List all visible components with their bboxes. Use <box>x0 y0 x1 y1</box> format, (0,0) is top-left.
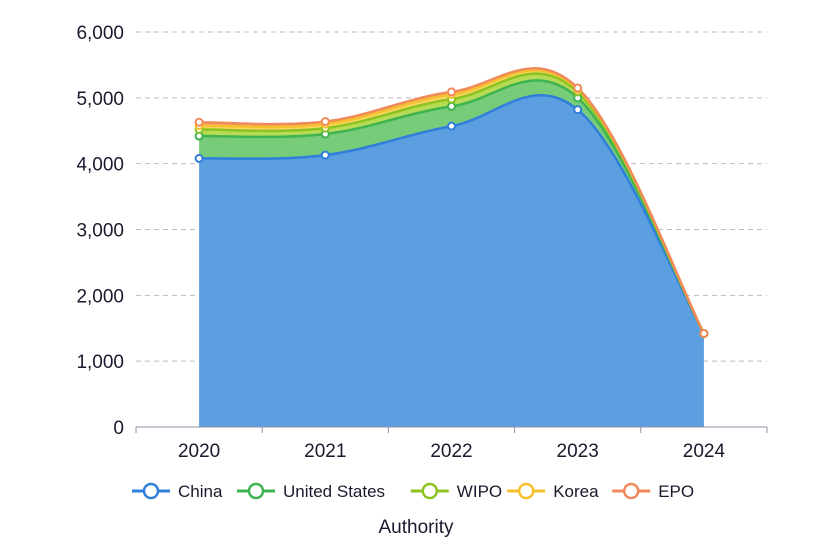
legend-item-epo[interactable]: EPO <box>612 482 694 501</box>
point-china <box>322 152 329 159</box>
point-china <box>574 106 581 113</box>
point-epo <box>448 88 455 95</box>
point-epo <box>322 118 329 125</box>
x-tick-label: 2024 <box>683 441 726 462</box>
x-tick-label: 2022 <box>430 441 472 462</box>
point-united-states <box>448 103 455 110</box>
y-tick-label: 4,000 <box>76 155 124 176</box>
legend-swatch-marker <box>519 484 533 498</box>
y-tick-label: 0 <box>113 418 124 439</box>
y-tick-label: 5,000 <box>76 89 124 110</box>
legend-item-china[interactable]: China <box>132 482 223 501</box>
legend-label: Korea <box>553 482 599 501</box>
legend-label: United States <box>283 482 385 501</box>
legend-item-united-states[interactable]: United States <box>237 482 385 501</box>
legend-item-korea[interactable]: Korea <box>507 482 599 501</box>
x-tick-label: 2021 <box>304 441 346 462</box>
legend-item-wipo[interactable]: WIPO <box>411 482 502 501</box>
legend-swatch-marker <box>144 484 158 498</box>
y-tick-label: 3,000 <box>76 221 124 242</box>
legend-swatch-marker <box>249 484 263 498</box>
y-tick-label: 2,000 <box>76 286 124 307</box>
y-tick-label: 1,000 <box>76 352 124 373</box>
legend-swatch-marker <box>423 484 437 498</box>
point-china <box>448 123 455 130</box>
legend-label: EPO <box>658 482 694 501</box>
y-axis-ticks: 0 1,000 2,000 3,000 4,000 5,000 6,000 <box>76 23 124 439</box>
legend: China United States WIPO Korea EPO <box>132 482 694 501</box>
legend-label: WIPO <box>457 482 502 501</box>
legend-label: China <box>178 482 223 501</box>
point-epo <box>574 84 581 91</box>
x-axis: 2020 2021 2022 2023 2024 <box>136 427 767 462</box>
legend-swatch-marker <box>624 484 638 498</box>
x-tick-label: 2023 <box>557 441 599 462</box>
point-china <box>196 155 203 162</box>
x-tick-label: 2020 <box>178 441 220 462</box>
x-axis-title: Authority <box>379 517 454 538</box>
point-epo <box>700 330 707 337</box>
point-epo <box>196 119 203 126</box>
y-tick-label: 6,000 <box>76 23 124 44</box>
